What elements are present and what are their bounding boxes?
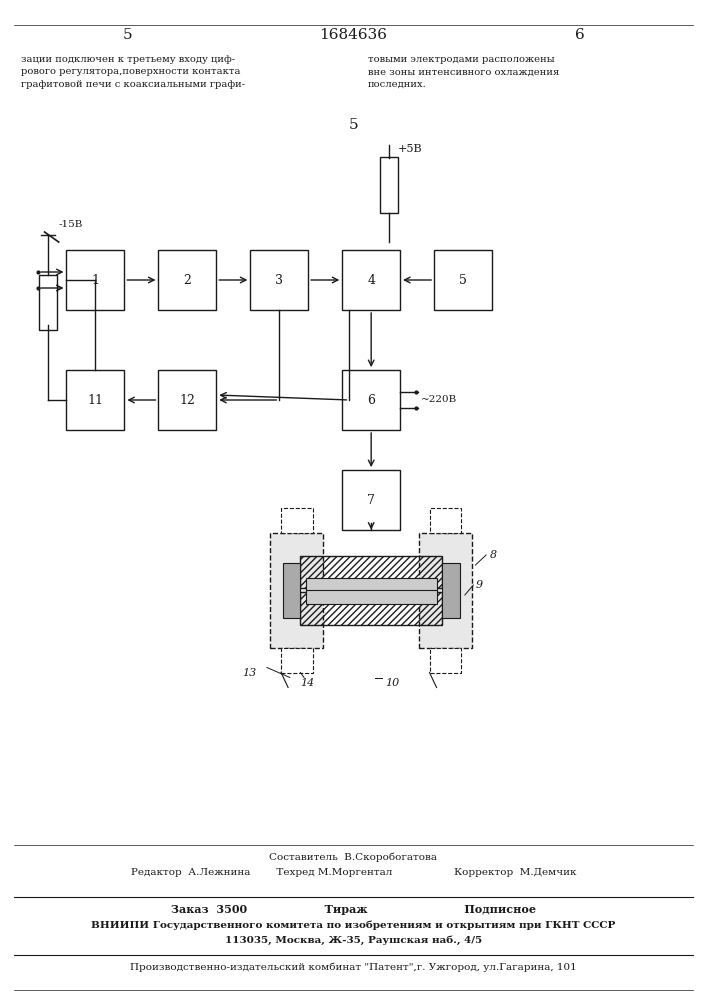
Bar xyxy=(305,578,436,592)
Text: 3: 3 xyxy=(275,273,284,286)
Text: 11: 11 xyxy=(88,393,103,406)
Text: Редактор  А.Лежнина        Техред М.Моргентал                   Корректор  М.Дем: Редактор А.Лежнина Техред М.Моргентал Ко… xyxy=(131,868,576,877)
Text: 5: 5 xyxy=(122,28,132,42)
Text: 7: 7 xyxy=(367,493,375,506)
Bar xyxy=(342,250,400,310)
Bar xyxy=(250,250,308,310)
Bar xyxy=(66,370,124,430)
Bar xyxy=(40,275,57,330)
Text: 8: 8 xyxy=(489,550,497,560)
Text: +5В: +5В xyxy=(397,144,422,154)
Text: -15В: -15В xyxy=(59,220,83,229)
Bar xyxy=(281,648,312,673)
Text: 12: 12 xyxy=(180,393,195,406)
Bar xyxy=(342,470,400,530)
Text: 5: 5 xyxy=(459,273,467,286)
Text: ~220В: ~220В xyxy=(421,395,457,404)
Text: 14: 14 xyxy=(300,678,315,688)
Text: 2: 2 xyxy=(183,273,192,286)
Text: 113035, Москва, Ж-35, Раушская наб., 4/5: 113035, Москва, Ж-35, Раушская наб., 4/5 xyxy=(225,935,482,945)
Text: 1: 1 xyxy=(91,273,100,286)
Text: товыми электродами расположены
вне зоны интенсивного охлаждения
последних.: товыми электродами расположены вне зоны … xyxy=(368,55,559,89)
Bar xyxy=(270,532,324,648)
Text: Производственно-издательский комбинат "Патент",г. Ужгород, ул.Гагарина, 101: Производственно-издательский комбинат "П… xyxy=(130,962,577,972)
Text: 9: 9 xyxy=(475,580,483,590)
Bar xyxy=(66,250,124,310)
Text: 10: 10 xyxy=(385,678,399,688)
Bar xyxy=(283,562,300,618)
Text: 4: 4 xyxy=(367,273,375,286)
Bar xyxy=(305,590,436,604)
Bar xyxy=(158,250,216,310)
Text: 6: 6 xyxy=(367,393,375,406)
Bar xyxy=(342,370,400,430)
Text: 5: 5 xyxy=(349,118,358,132)
Bar xyxy=(380,157,397,213)
Bar xyxy=(419,532,472,648)
Text: 1684636: 1684636 xyxy=(320,28,387,42)
Text: Составитель  В.Скоробогатова: Составитель В.Скоробогатова xyxy=(269,852,438,861)
Text: зации подключен к третьему входу циф-
рового регулятора,поверхности контакта
гра: зации подключен к третьему входу циф- ро… xyxy=(21,55,245,89)
Text: Заказ  3500                    Тираж                         Подписное: Заказ 3500 Тираж Подписное xyxy=(171,904,536,915)
Text: 13: 13 xyxy=(242,668,256,678)
Bar xyxy=(300,556,442,588)
Bar xyxy=(429,648,461,673)
Bar xyxy=(300,592,442,624)
Bar xyxy=(281,508,312,532)
Bar xyxy=(434,250,492,310)
Bar xyxy=(442,562,460,618)
Bar xyxy=(158,370,216,430)
Text: ВНИИПИ Государственного комитета по изобретениям и открытиям при ГКНТ СССР: ВНИИПИ Государственного комитета по изоб… xyxy=(91,920,616,930)
Bar xyxy=(429,508,461,532)
Text: 6: 6 xyxy=(575,28,585,42)
